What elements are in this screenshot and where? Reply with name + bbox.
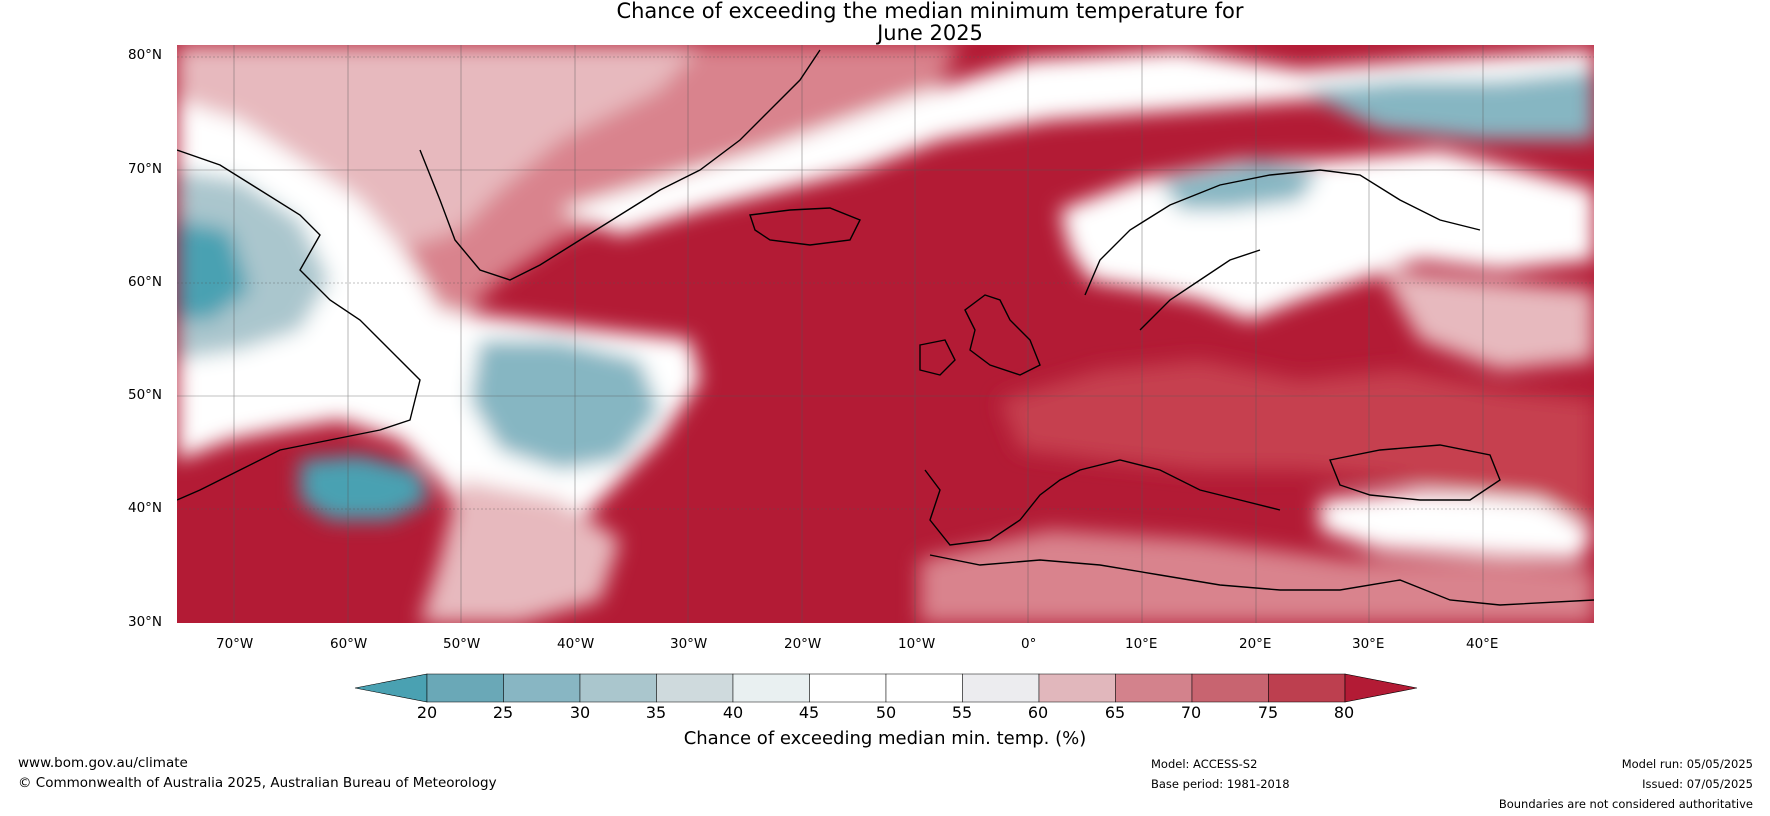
colorbar-title: Chance of exceeding median min. temp. (%… (683, 728, 1087, 749)
graticule (177, 45, 1594, 623)
lon-label: 0° (1021, 636, 1037, 652)
russia-light-zone (1380, 270, 1594, 370)
title-line-2: June 2025 (877, 21, 983, 45)
colorbar (354, 673, 1418, 703)
colorbar-tick: 30 (569, 703, 591, 722)
colorbar-tick: 50 (875, 703, 897, 722)
lon-label: 10°W (898, 636, 936, 652)
colorbar-segment (1115, 673, 1193, 703)
newfoundland-blue (300, 455, 430, 520)
sahara-pink-zone (920, 530, 1594, 623)
footer-model: Model: ACCESS-S2 (1151, 757, 1258, 771)
coastlines (177, 49, 1594, 606)
lat-label: 40°N (128, 500, 163, 516)
colorbar-segment (503, 673, 581, 703)
lat-label: 70°N (128, 161, 163, 177)
colorbar-tick: 40 (722, 703, 744, 722)
colorbar-tick: 25 (492, 703, 514, 722)
lon-label: 60°W (330, 636, 368, 652)
colorbar-tick: 70 (1180, 703, 1202, 722)
europe-mixed-zone (1000, 360, 1594, 520)
footer-website: www.bom.gov.au/climate (18, 755, 188, 771)
colorbar-segment (656, 673, 734, 703)
colorbar-tick: 65 (1104, 703, 1126, 722)
footer-model-run: Model run: 05/05/2025 (1621, 757, 1753, 771)
lon-label: 40°E (1466, 636, 1499, 652)
colorbar-segment (1268, 673, 1346, 703)
colorbar-segment (579, 673, 657, 703)
footer-base-period: Base period: 1981-2018 (1151, 777, 1290, 791)
lon-label: 20°W (784, 636, 822, 652)
colorbar-segment (1038, 673, 1116, 703)
footer-copyright: © Commonwealth of Australia 2025, Austra… (18, 775, 497, 791)
colorbar-segment (809, 673, 887, 703)
colorbar-segment (885, 673, 963, 703)
footer-issued: Issued: 07/05/2025 (1642, 777, 1753, 791)
lon-label: 70°W (216, 636, 254, 652)
colorbar-tick: 55 (951, 703, 973, 722)
black-sea-neutral (1320, 490, 1594, 560)
lat-label: 80°N (128, 47, 163, 63)
colorbar-extend-low (354, 673, 428, 703)
colorbar-tick: 80 (1333, 703, 1355, 722)
title-line-1: Chance of exceeding the median minimum t… (616, 0, 1244, 23)
lon-label: 50°W (443, 636, 481, 652)
scandinavia-blue-zone (1160, 160, 1320, 210)
colorbar-extend-high (1344, 673, 1418, 703)
lon-label: 20°E (1239, 636, 1272, 652)
greenland-light-zone (177, 45, 700, 250)
colorbar-segment (732, 673, 810, 703)
lat-label: 50°N (128, 387, 163, 403)
colorbar-segment (1191, 673, 1269, 703)
lat-label: 60°N (128, 274, 163, 290)
hudson-blue (177, 220, 250, 320)
lon-label: 10°E (1125, 636, 1158, 652)
lon-label: 30°W (670, 636, 708, 652)
lon-label: 40°W (557, 636, 595, 652)
barents-blue-zone (1300, 70, 1594, 140)
lon-label: 30°E (1352, 636, 1385, 652)
colorbar-tick: 60 (1027, 703, 1049, 722)
west-atlantic-pink (420, 480, 620, 623)
footer-disclaimer: Boundaries are not considered authoritat… (1498, 797, 1753, 811)
colorbar-segment (426, 673, 504, 703)
colorbar-tick: 35 (645, 703, 667, 722)
colorbar-tick: 45 (798, 703, 820, 722)
colorbar-tick: 75 (1257, 703, 1279, 722)
colorbar-tick: 20 (416, 703, 438, 722)
colorbar-segment (962, 673, 1040, 703)
central-atlantic-blue (470, 340, 660, 470)
lat-label: 30°N (128, 614, 163, 630)
